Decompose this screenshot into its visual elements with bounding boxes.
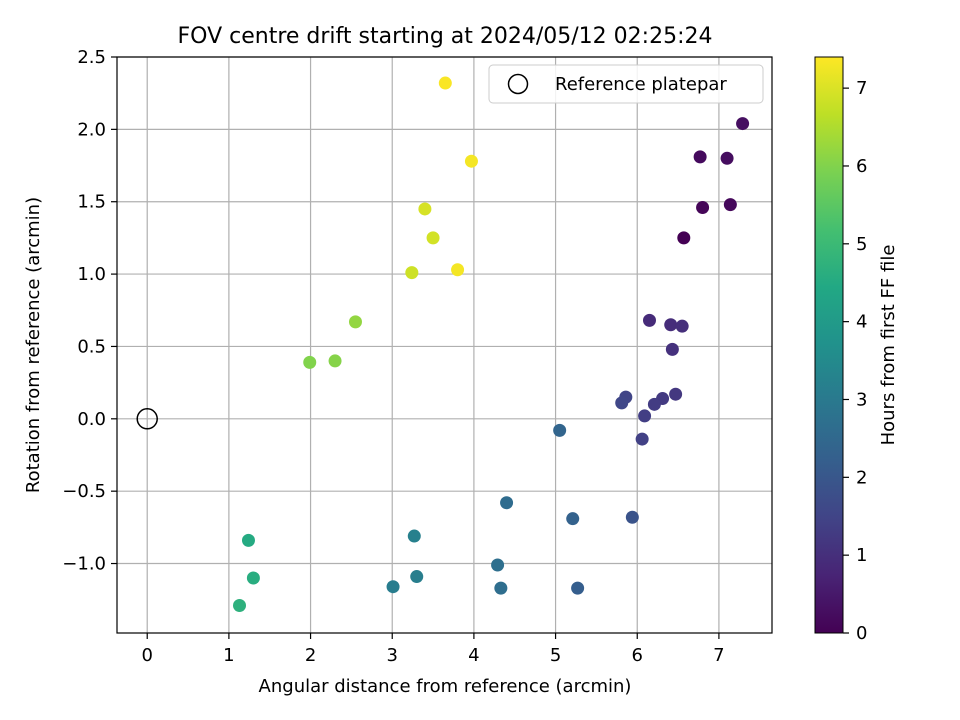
colorbar-tick-label: 6 <box>856 156 867 177</box>
data-point <box>451 263 465 277</box>
chart-title: FOV centre drift starting at 2024/05/12 … <box>178 24 713 49</box>
y-tick-label: 2.5 <box>77 47 106 68</box>
data-point <box>426 231 440 245</box>
data-point <box>348 315 362 329</box>
colorbar-tick-label: 0 <box>856 623 867 644</box>
reference-marker <box>136 408 158 430</box>
colorbar-tick-label: 1 <box>856 545 867 566</box>
data-point <box>553 423 567 437</box>
data-point <box>241 533 255 547</box>
data-point <box>635 432 649 446</box>
colorbar: 0 1 2 3 4 5 6 7 Hours from first FF file <box>814 56 899 644</box>
data-point <box>494 581 508 595</box>
x-tick-label: 2 <box>305 645 316 666</box>
data-point <box>386 580 400 594</box>
data-point <box>642 313 656 327</box>
data-point <box>693 150 707 164</box>
data-point <box>647 397 661 411</box>
x-tick-label: 7 <box>713 645 724 666</box>
data-point <box>246 571 260 585</box>
legend-reference-marker <box>507 73 529 95</box>
reference-point <box>136 408 158 430</box>
legend-label: Reference platepar <box>555 74 727 95</box>
x-axis-label: Angular distance from reference (arcmin) <box>259 676 632 697</box>
y-axis-ticks: −1.0 −0.5 0.0 0.5 1.0 1.5 2.0 2.5 <box>62 47 117 575</box>
data-point <box>723 198 737 212</box>
data-point <box>675 319 689 333</box>
y-axis-label: Rotation from reference (arcmin) <box>23 197 44 493</box>
x-tick-label: 4 <box>468 645 479 666</box>
data-point <box>464 154 478 168</box>
data-point <box>303 355 317 369</box>
colorbar-tick-label: 4 <box>856 312 867 333</box>
y-tick-label: 0.5 <box>77 336 106 357</box>
x-tick-label: 6 <box>632 645 643 666</box>
y-tick-label: 1.5 <box>77 192 106 213</box>
data-point <box>418 202 432 216</box>
colorbar-tick-label: 5 <box>856 234 867 255</box>
y-tick-label: −1.0 <box>62 554 106 575</box>
data-point <box>669 387 683 401</box>
legend: Reference platepar <box>488 64 764 104</box>
colorbar-tick-label: 3 <box>856 389 867 410</box>
data-point <box>500 496 514 510</box>
data-point <box>677 231 691 245</box>
data-point <box>407 529 421 543</box>
grid-lines <box>117 56 772 633</box>
x-tick-label: 1 <box>223 645 234 666</box>
y-tick-label: −0.5 <box>62 481 106 502</box>
data-point <box>491 558 505 572</box>
data-point <box>405 266 419 280</box>
data-point <box>625 510 639 524</box>
data-point <box>638 409 652 423</box>
data-point <box>328 354 342 368</box>
x-axis-ticks: 0 1 2 3 4 5 6 7 <box>141 633 725 666</box>
y-tick-label: 0.0 <box>77 409 106 430</box>
x-tick-label: 5 <box>550 645 561 666</box>
y-tick-label: 1.0 <box>77 264 106 285</box>
data-point <box>571 581 585 595</box>
colorbar-ticks: 0 1 2 3 4 5 6 7 <box>843 78 867 644</box>
data-point <box>696 201 710 215</box>
data-point <box>566 512 580 526</box>
scatter-points <box>233 76 750 613</box>
colorbar-tick-label: 2 <box>856 467 867 488</box>
data-point <box>615 396 629 410</box>
x-tick-label: 0 <box>141 645 152 666</box>
data-point <box>665 342 679 356</box>
data-point <box>233 599 247 613</box>
data-point <box>438 76 452 90</box>
colorbar-tick-label: 7 <box>856 78 867 99</box>
data-point <box>720 151 734 165</box>
colorbar-gradient <box>814 56 844 634</box>
x-tick-label: 3 <box>387 645 398 666</box>
colorbar-label: Hours from first FF file <box>878 245 899 446</box>
data-point <box>736 117 750 131</box>
plot-frame <box>116 56 773 634</box>
data-point <box>664 318 678 332</box>
legend-box <box>488 64 764 104</box>
data-point <box>410 570 424 584</box>
y-tick-label: 2.0 <box>77 119 106 140</box>
